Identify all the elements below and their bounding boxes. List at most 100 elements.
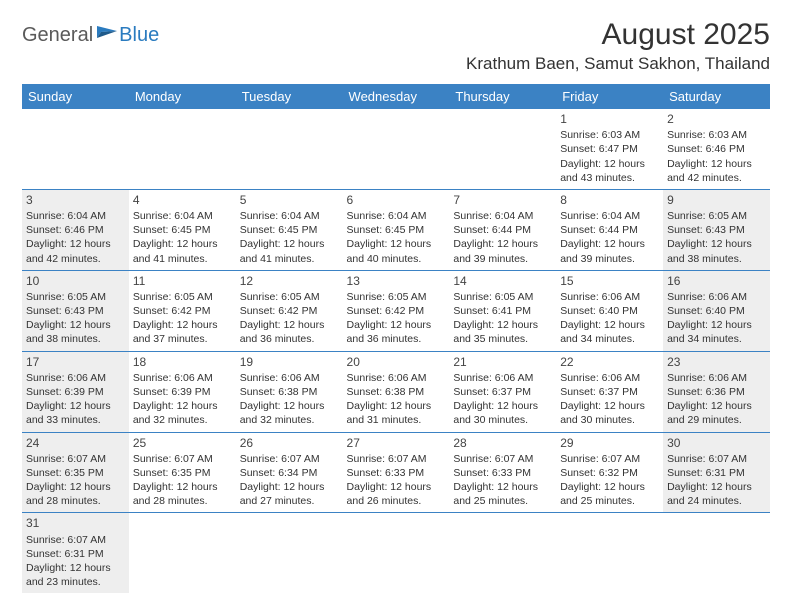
- day-detail: Sunrise: 6:03 AM: [560, 128, 659, 142]
- day-detail: Daylight: 12 hours: [560, 157, 659, 171]
- day-detail: Sunrise: 6:05 AM: [347, 290, 446, 304]
- day-detail: Daylight: 12 hours: [133, 480, 232, 494]
- day-detail: Sunrise: 6:06 AM: [453, 371, 552, 385]
- empty-cell: [449, 513, 556, 593]
- day-number: 3: [26, 192, 125, 208]
- day-detail: Daylight: 12 hours: [667, 157, 766, 171]
- day-detail: and 39 minutes.: [560, 252, 659, 266]
- day-detail: Daylight: 12 hours: [667, 237, 766, 251]
- day-detail: Sunset: 6:42 PM: [347, 304, 446, 318]
- day-number: 23: [667, 354, 766, 370]
- day-detail: and 37 minutes.: [133, 332, 232, 346]
- day-detail: Sunset: 6:44 PM: [453, 223, 552, 237]
- day-detail: Sunset: 6:41 PM: [453, 304, 552, 318]
- day-detail: and 34 minutes.: [560, 332, 659, 346]
- day-header: Wednesday: [343, 84, 450, 109]
- day-detail: Daylight: 12 hours: [667, 318, 766, 332]
- day-number: 20: [347, 354, 446, 370]
- calendar-row: 1Sunrise: 6:03 AMSunset: 6:47 PMDaylight…: [22, 109, 770, 189]
- empty-cell: [129, 513, 236, 593]
- day-detail: Sunrise: 6:06 AM: [347, 371, 446, 385]
- day-detail: and 36 minutes.: [347, 332, 446, 346]
- day-detail: Daylight: 12 hours: [347, 318, 446, 332]
- day-number: 7: [453, 192, 552, 208]
- day-cell: 11Sunrise: 6:05 AMSunset: 6:42 PMDayligh…: [129, 270, 236, 351]
- day-cell: 3Sunrise: 6:04 AMSunset: 6:46 PMDaylight…: [22, 189, 129, 270]
- day-detail: Sunset: 6:47 PM: [560, 142, 659, 156]
- day-detail: and 35 minutes.: [453, 332, 552, 346]
- calendar-row: 31Sunrise: 6:07 AMSunset: 6:31 PMDayligh…: [22, 513, 770, 593]
- day-detail: and 26 minutes.: [347, 494, 446, 508]
- day-detail: Sunrise: 6:06 AM: [26, 371, 125, 385]
- day-detail: and 34 minutes.: [667, 332, 766, 346]
- day-number: 8: [560, 192, 659, 208]
- day-cell: 4Sunrise: 6:04 AMSunset: 6:45 PMDaylight…: [129, 189, 236, 270]
- day-cell: 26Sunrise: 6:07 AMSunset: 6:34 PMDayligh…: [236, 432, 343, 513]
- day-detail: Sunrise: 6:05 AM: [667, 209, 766, 223]
- calendar-row: 24Sunrise: 6:07 AMSunset: 6:35 PMDayligh…: [22, 432, 770, 513]
- day-detail: Daylight: 12 hours: [240, 318, 339, 332]
- day-detail: and 24 minutes.: [667, 494, 766, 508]
- day-detail: Sunrise: 6:07 AM: [240, 452, 339, 466]
- day-detail: Daylight: 12 hours: [453, 318, 552, 332]
- day-detail: Sunrise: 6:07 AM: [26, 452, 125, 466]
- day-cell: 29Sunrise: 6:07 AMSunset: 6:32 PMDayligh…: [556, 432, 663, 513]
- calendar-row: 17Sunrise: 6:06 AMSunset: 6:39 PMDayligh…: [22, 351, 770, 432]
- day-detail: Sunrise: 6:05 AM: [240, 290, 339, 304]
- day-header: Tuesday: [236, 84, 343, 109]
- day-detail: Sunrise: 6:06 AM: [133, 371, 232, 385]
- day-cell: 6Sunrise: 6:04 AMSunset: 6:45 PMDaylight…: [343, 189, 450, 270]
- day-detail: Sunset: 6:37 PM: [453, 385, 552, 399]
- day-detail: and 32 minutes.: [133, 413, 232, 427]
- day-detail: and 42 minutes.: [667, 171, 766, 185]
- day-detail: Sunset: 6:31 PM: [26, 547, 125, 561]
- day-number: 13: [347, 273, 446, 289]
- day-detail: Sunset: 6:39 PM: [26, 385, 125, 399]
- day-number: 24: [26, 435, 125, 451]
- day-detail: Sunrise: 6:06 AM: [240, 371, 339, 385]
- day-detail: Sunrise: 6:04 AM: [347, 209, 446, 223]
- day-detail: Sunset: 6:36 PM: [667, 385, 766, 399]
- day-detail: and 31 minutes.: [347, 413, 446, 427]
- day-detail: Daylight: 12 hours: [347, 399, 446, 413]
- day-detail: Sunrise: 6:07 AM: [560, 452, 659, 466]
- day-detail: and 38 minutes.: [667, 252, 766, 266]
- day-cell: 14Sunrise: 6:05 AMSunset: 6:41 PMDayligh…: [449, 270, 556, 351]
- day-detail: Sunset: 6:43 PM: [667, 223, 766, 237]
- day-detail: Daylight: 12 hours: [453, 480, 552, 494]
- day-detail: Sunrise: 6:07 AM: [133, 452, 232, 466]
- day-number: 15: [560, 273, 659, 289]
- day-number: 22: [560, 354, 659, 370]
- day-detail: Daylight: 12 hours: [560, 399, 659, 413]
- day-cell: 28Sunrise: 6:07 AMSunset: 6:33 PMDayligh…: [449, 432, 556, 513]
- day-detail: Sunrise: 6:07 AM: [453, 452, 552, 466]
- day-number: 1: [560, 111, 659, 127]
- day-cell: 10Sunrise: 6:05 AMSunset: 6:43 PMDayligh…: [22, 270, 129, 351]
- day-detail: Sunset: 6:44 PM: [560, 223, 659, 237]
- empty-cell: [663, 513, 770, 593]
- day-detail: Sunrise: 6:05 AM: [26, 290, 125, 304]
- day-cell: 20Sunrise: 6:06 AMSunset: 6:38 PMDayligh…: [343, 351, 450, 432]
- day-cell: 25Sunrise: 6:07 AMSunset: 6:35 PMDayligh…: [129, 432, 236, 513]
- day-number: 5: [240, 192, 339, 208]
- day-detail: Sunset: 6:45 PM: [133, 223, 232, 237]
- day-detail: Sunrise: 6:06 AM: [667, 290, 766, 304]
- day-cell: 8Sunrise: 6:04 AMSunset: 6:44 PMDaylight…: [556, 189, 663, 270]
- day-detail: Sunset: 6:45 PM: [240, 223, 339, 237]
- day-detail: and 27 minutes.: [240, 494, 339, 508]
- day-detail: Daylight: 12 hours: [453, 237, 552, 251]
- day-detail: Daylight: 12 hours: [240, 480, 339, 494]
- day-detail: Sunrise: 6:07 AM: [26, 533, 125, 547]
- calendar-body: 1Sunrise: 6:03 AMSunset: 6:47 PMDaylight…: [22, 109, 770, 593]
- day-cell: 18Sunrise: 6:06 AMSunset: 6:39 PMDayligh…: [129, 351, 236, 432]
- day-number: 17: [26, 354, 125, 370]
- day-number: 29: [560, 435, 659, 451]
- day-detail: Daylight: 12 hours: [133, 399, 232, 413]
- logo-text-blue: Blue: [119, 24, 159, 47]
- day-detail: and 43 minutes.: [560, 171, 659, 185]
- day-number: 6: [347, 192, 446, 208]
- day-detail: Sunrise: 6:04 AM: [560, 209, 659, 223]
- day-detail: Sunrise: 6:06 AM: [667, 371, 766, 385]
- day-cell: 7Sunrise: 6:04 AMSunset: 6:44 PMDaylight…: [449, 189, 556, 270]
- day-cell: 13Sunrise: 6:05 AMSunset: 6:42 PMDayligh…: [343, 270, 450, 351]
